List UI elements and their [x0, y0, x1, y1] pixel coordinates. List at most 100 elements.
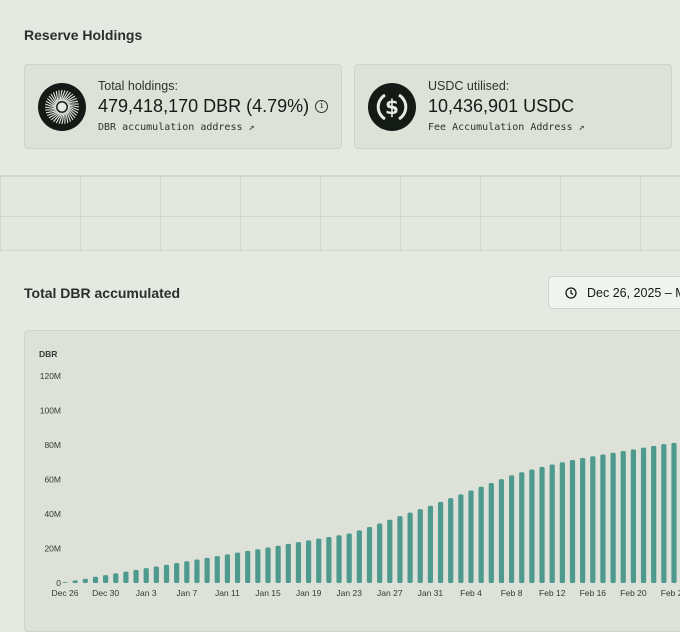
total-holdings-value: 479,418,170 DBR (4.79%)	[98, 96, 309, 117]
y-tick-label: 100M	[40, 406, 61, 416]
bar-jan-13[interactable]	[245, 551, 250, 583]
bar-jan-20[interactable]	[316, 539, 321, 583]
bar-feb-1[interactable]	[438, 502, 443, 583]
bar-feb-10[interactable]	[529, 469, 534, 583]
total-holdings-label: Total holdings:	[98, 79, 178, 93]
bar-feb-13[interactable]	[560, 462, 565, 583]
bar-feb-16[interactable]	[590, 456, 595, 583]
bar-feb-7[interactable]	[499, 479, 504, 583]
y-tick-label: 60M	[44, 475, 61, 485]
x-tick-label: Dec 30	[92, 588, 119, 598]
bar-dec-31[interactable]	[113, 573, 118, 583]
bar-jan-25[interactable]	[367, 527, 372, 583]
chart-y-axis-title: DBR	[39, 349, 57, 359]
bar-jan-7[interactable]	[184, 561, 189, 583]
x-tick-label: Jan 27	[377, 588, 403, 598]
y-tick-label: 40M	[44, 509, 61, 519]
bar-jan-31[interactable]	[428, 506, 433, 583]
info-icon[interactable]: i	[315, 100, 328, 113]
bar-dec-26[interactable]	[62, 582, 67, 583]
bar-feb-15[interactable]	[580, 458, 585, 583]
y-tick-label: 0	[56, 578, 61, 588]
bar-jan-14[interactable]	[255, 549, 260, 583]
total-dbr-accumulated-title: Total DBR accumulated	[24, 285, 180, 301]
bar-jan-11[interactable]	[225, 554, 230, 583]
bar-jan-12[interactable]	[235, 553, 240, 583]
bar-dec-30[interactable]	[103, 575, 108, 583]
bar-jan-1[interactable]	[123, 572, 128, 583]
total-holdings-card: Total holdings: 479,418,170 DBR (4.79%) …	[24, 64, 342, 149]
bar-jan-9[interactable]	[205, 558, 210, 583]
bar-feb-14[interactable]	[570, 460, 575, 583]
bar-jan-19[interactable]	[306, 540, 311, 583]
bar-feb-2[interactable]	[448, 498, 453, 583]
x-tick-label: Feb 8	[501, 588, 523, 598]
usdc-logo-icon: $	[368, 83, 416, 131]
bar-jan-26[interactable]	[377, 523, 382, 583]
x-tick-label: Feb 24	[661, 588, 680, 598]
x-tick-label: Jan 23	[336, 588, 362, 598]
bar-jan-15[interactable]	[265, 547, 270, 583]
bar-feb-20[interactable]	[631, 449, 636, 583]
bar-feb-22[interactable]	[651, 446, 656, 583]
bar-jan-24[interactable]	[357, 530, 362, 583]
x-tick-label: Feb 12	[539, 588, 566, 598]
bar-jan-4[interactable]	[154, 566, 159, 583]
bar-feb-9[interactable]	[519, 472, 524, 583]
bar-jan-5[interactable]	[164, 565, 169, 583]
bar-dec-29[interactable]	[93, 577, 98, 583]
bar-jan-21[interactable]	[326, 537, 331, 583]
date-range-button[interactable]: Dec 26, 2025 – Mar	[548, 276, 680, 309]
bar-feb-24[interactable]	[671, 443, 676, 583]
bar-feb-3[interactable]	[458, 494, 463, 583]
x-tick-label: Feb 4	[460, 588, 482, 598]
bar-jan-2[interactable]	[133, 570, 138, 583]
bar-dec-28[interactable]	[83, 579, 88, 583]
bar-feb-18[interactable]	[611, 453, 616, 583]
svg-text:$: $	[385, 95, 399, 119]
bar-jan-6[interactable]	[174, 563, 179, 583]
x-tick-label: Jan 3	[136, 588, 157, 598]
bar-jan-27[interactable]	[387, 520, 392, 583]
fee-accumulation-address-link[interactable]: Fee Accumulation Address ↗	[428, 122, 585, 133]
bar-feb-6[interactable]	[489, 483, 494, 583]
bar-jan-3[interactable]	[144, 568, 149, 583]
bar-jan-22[interactable]	[336, 535, 341, 583]
bar-feb-5[interactable]	[479, 487, 484, 583]
dbr-accumulation-address-link[interactable]: DBR accumulation address ↗	[98, 122, 255, 133]
bar-jan-18[interactable]	[296, 542, 301, 583]
x-tick-label: Jan 7	[176, 588, 197, 598]
bar-dec-27[interactable]	[73, 580, 78, 583]
bar-jan-10[interactable]	[215, 556, 220, 583]
bar-jan-28[interactable]	[397, 516, 402, 583]
bar-jan-17[interactable]	[286, 544, 291, 583]
usdc-utilised-label: USDC utilised:	[428, 79, 509, 93]
bar-feb-4[interactable]	[468, 491, 473, 583]
dbr-logo-icon	[38, 83, 86, 131]
bar-jan-29[interactable]	[408, 513, 413, 583]
x-tick-label: Feb 16	[580, 588, 607, 598]
bar-jan-23[interactable]	[347, 533, 352, 583]
x-tick-label: Feb 20	[620, 588, 647, 598]
usdc-utilised-card: $ USDC utilised: 10,436,901 USDC Fee Acc…	[354, 64, 672, 149]
decorative-grid-band	[0, 175, 680, 251]
bar-jan-30[interactable]	[418, 509, 423, 583]
date-range-label: Dec 26, 2025 – Mar	[587, 286, 680, 300]
reserve-holdings-title: Reserve Holdings	[24, 27, 142, 43]
bar-feb-19[interactable]	[621, 451, 626, 583]
bar-jan-8[interactable]	[194, 560, 199, 583]
y-tick-label: 80M	[44, 440, 61, 450]
bar-feb-21[interactable]	[641, 448, 646, 583]
bar-feb-12[interactable]	[550, 464, 555, 583]
bar-jan-16[interactable]	[276, 546, 281, 583]
total-holdings-value-row: 479,418,170 DBR (4.79%) i	[98, 96, 328, 117]
bar-feb-8[interactable]	[509, 475, 514, 583]
bar-feb-11[interactable]	[539, 467, 544, 583]
x-tick-label: Jan 19	[296, 588, 322, 598]
bar-feb-23[interactable]	[661, 444, 666, 583]
x-tick-label: Jan 15	[255, 588, 281, 598]
bar-feb-17[interactable]	[600, 454, 605, 583]
x-tick-label: Dec 26	[52, 588, 79, 598]
